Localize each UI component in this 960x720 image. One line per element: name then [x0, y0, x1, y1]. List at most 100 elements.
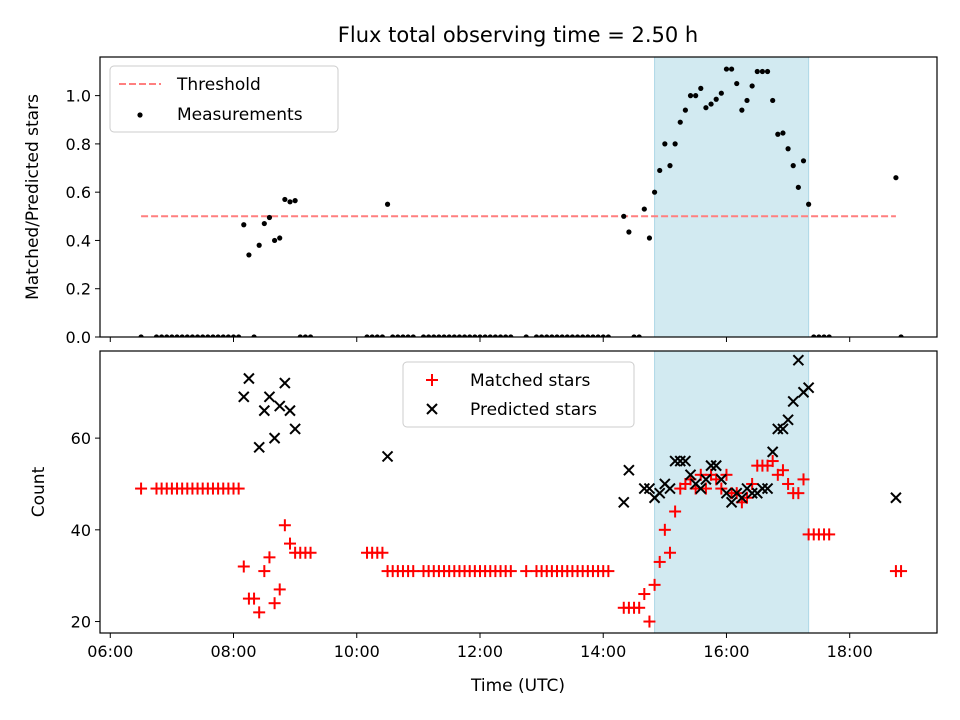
measurement-point: [200, 334, 206, 337]
measurement-point: [795, 184, 801, 190]
x-tick-label: 14:00: [580, 642, 626, 661]
predicted-star-point: [638, 482, 651, 495]
measurement-point: [477, 334, 483, 337]
measurement-point: [806, 201, 812, 207]
measurement-point: [764, 68, 771, 75]
measurement-point: [533, 334, 540, 337]
matched-star-point: [283, 537, 296, 550]
predicted-star-point: [238, 391, 250, 403]
measurement-point: [364, 334, 370, 337]
measurement-point: [405, 334, 411, 337]
legend-measurements-label: Measurements: [177, 105, 303, 125]
predicted-star-point: [715, 473, 728, 486]
matched-star-point: [268, 597, 281, 610]
measurement-point: [821, 334, 827, 337]
measurement-point: [205, 334, 211, 337]
measurement-point: [220, 334, 226, 337]
legend-measurements-swatch: [137, 112, 143, 118]
measurement-point: [595, 334, 601, 337]
measurement-point: [775, 131, 781, 137]
matched-star-point: [232, 482, 245, 495]
measurement-point: [641, 206, 647, 212]
predicted-star-point: [695, 482, 707, 495]
measurement-point: [282, 196, 288, 203]
measurement-point: [503, 334, 509, 337]
measurement-point: [292, 198, 298, 204]
measurement-point: [246, 252, 252, 258]
measurement-point: [174, 334, 180, 337]
measurement-point: [271, 237, 278, 244]
measurement-point: [893, 175, 899, 181]
top-x-axis: [109, 337, 851, 342]
measurement-point: [297, 334, 303, 337]
measurement-point: [184, 334, 190, 337]
predicted-star-point: [263, 391, 276, 403]
x-tick-label: 10:00: [334, 642, 380, 661]
measurement-point: [194, 334, 201, 337]
measurement-point: [785, 146, 791, 152]
measurement-point: [816, 334, 822, 337]
observing-window-span: [654, 56, 810, 338]
measurement-point: [693, 93, 699, 99]
x-tick-label: 12:00: [457, 642, 503, 661]
matched-star-point: [602, 565, 615, 578]
figure-title: Flux total observing time = 2.50 h: [338, 23, 698, 47]
matched-star-point: [658, 523, 671, 536]
bottom-y-axis: 20 40 60: [71, 429, 100, 632]
measurement-point: [780, 130, 786, 136]
measurement-point: [539, 334, 545, 337]
measurement-point: [287, 199, 293, 205]
predicted-star-point: [705, 459, 717, 472]
bottom-y-axis-label: Count: [29, 466, 49, 517]
legend-predicted-label: Predicted stars: [470, 400, 597, 420]
matched-star-point: [278, 519, 291, 532]
matched-star-point: [653, 555, 666, 568]
measurement-point: [636, 334, 642, 337]
predicted-star-point: [756, 482, 769, 495]
measurement-point: [600, 334, 606, 337]
legend-matched-swatch: [426, 374, 438, 386]
matched-star-point: [792, 487, 805, 500]
measurement-point: [369, 334, 375, 337]
predicted-star-point: [766, 446, 779, 458]
measurement-point: [225, 334, 231, 337]
predicted-star-point: [720, 487, 733, 499]
measurement-point: [508, 334, 514, 337]
measurement-point: [723, 66, 730, 72]
top-panel: 0.0 0.2 0.4 0.6 0.8 1.0 Matched/Predicted sta…: [23, 56, 938, 347]
measurement-point: [159, 334, 165, 337]
matched-star-point: [823, 528, 836, 541]
measurement-point: [718, 90, 724, 96]
predicted-star-point: [253, 441, 265, 453]
measurement-point: [682, 107, 688, 113]
measurement-point: [811, 334, 817, 337]
measurement-point: [497, 334, 504, 337]
measurement-point: [395, 334, 401, 337]
measurement-point: [749, 83, 755, 89]
predicted-star-point: [700, 473, 712, 486]
measurement-point: [651, 189, 658, 195]
measurement-point: [456, 334, 463, 337]
measurement-point: [482, 334, 488, 337]
top-y-axis-label: Matched/Predicted stars: [23, 94, 43, 300]
measurement-point: [662, 141, 668, 147]
predicted-star-point: [623, 464, 635, 476]
measurement-point: [631, 334, 637, 337]
measurement-point: [302, 334, 308, 337]
matched-star-point: [669, 505, 682, 518]
matched-star-point: [135, 482, 148, 495]
measurement-point: [574, 334, 581, 337]
matched-star-point: [248, 592, 261, 605]
matched-star-point: [797, 473, 810, 486]
measurement-point: [374, 334, 380, 337]
measurement-point: [400, 334, 406, 337]
predicted-star-point: [279, 377, 291, 389]
predicted-star-point: [890, 492, 902, 504]
measurement-point: [277, 235, 283, 241]
measurement-point: [667, 163, 673, 169]
legend-threshold-label: Threshold: [176, 75, 261, 95]
measurement-point: [431, 334, 437, 337]
measurement-point: [261, 220, 267, 227]
predicted-star-point: [710, 459, 722, 472]
predicted-star-point: [381, 450, 394, 463]
